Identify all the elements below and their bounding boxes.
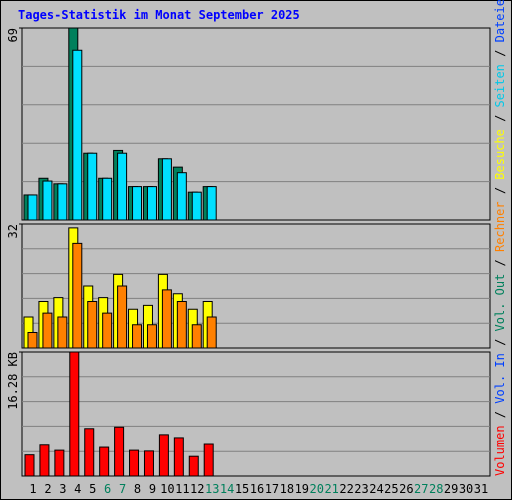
legend-entry: Seiten [493, 64, 507, 107]
legend-entry: Rechner [493, 201, 507, 252]
bar [39, 444, 50, 477]
x-tick-label: 8 [134, 482, 141, 496]
legend-separator: / [493, 252, 507, 274]
x-tick-label: 25 [384, 482, 398, 496]
x-tick-label: 21 [324, 482, 338, 496]
x-tick-label: 23 [354, 482, 368, 496]
x-tick-label: 19 [295, 482, 309, 496]
bar [69, 351, 80, 477]
x-tick-label: 4 [74, 482, 81, 496]
x-tick-label: 15 [235, 482, 249, 496]
legend-separator: / [493, 331, 507, 353]
bar [102, 312, 113, 349]
bar [158, 434, 169, 477]
bar [114, 426, 125, 477]
x-tick-label: 27 [414, 482, 428, 496]
x-tick-label: 30 [459, 482, 473, 496]
bar [27, 332, 38, 349]
bar [161, 158, 172, 221]
bar [191, 324, 202, 349]
legend-separator: / [493, 107, 507, 129]
bar [206, 316, 217, 349]
x-tick-label: 5 [89, 482, 96, 496]
x-tick-label: 1 [29, 482, 36, 496]
bar [129, 449, 140, 477]
bar [143, 450, 154, 477]
bar [117, 285, 128, 349]
bar [188, 455, 199, 477]
bar [24, 454, 35, 477]
y-tick-label: 69 [6, 28, 20, 42]
x-tick-label: 12 [190, 482, 204, 496]
bar [146, 324, 157, 349]
x-tick-label: 2 [44, 482, 51, 496]
bar [203, 443, 214, 477]
x-tick-label: 3 [59, 482, 66, 496]
x-tick-label: 6 [104, 482, 111, 496]
x-tick-label: 9 [149, 482, 156, 496]
x-tick-label: 13 [205, 482, 219, 496]
bar [87, 152, 98, 221]
legend-separator: / [493, 404, 507, 426]
bar [132, 186, 143, 221]
chart-title: Tages-Statistik im Monat September 2025 [18, 8, 300, 22]
x-tick-label: 28 [429, 482, 443, 496]
bar [102, 177, 113, 221]
bar [57, 316, 68, 349]
legend-entry: Volumen [493, 425, 507, 476]
x-tick-label: 24 [369, 482, 383, 496]
legend-entry: Vol. Out [493, 274, 507, 332]
bar [57, 183, 68, 221]
bar [176, 172, 187, 221]
bar [132, 324, 143, 349]
x-tick-label: 10 [160, 482, 174, 496]
legend-separator: / [493, 180, 507, 202]
bar [176, 301, 187, 349]
x-tick-label: 29 [444, 482, 458, 496]
bar [42, 180, 53, 221]
x-tick-label: 18 [280, 482, 294, 496]
legend-entry: Dateien [493, 0, 507, 42]
x-tick-label: 26 [399, 482, 413, 496]
bar [206, 186, 217, 221]
x-tick-label: 20 [310, 482, 324, 496]
bar [27, 194, 38, 221]
bar [146, 186, 157, 221]
bar [84, 428, 95, 477]
bar [54, 449, 65, 477]
x-tick-label: 14 [220, 482, 234, 496]
legend-entry: Besuche [493, 129, 507, 180]
legend-separator: / [493, 42, 507, 64]
y-tick-label: 32 [6, 224, 20, 238]
x-tick-label: 17 [265, 482, 279, 496]
legend: Volumen / Vol. In / Vol. Out / Rechner /… [493, 0, 507, 476]
x-tick-label: 16 [250, 482, 264, 496]
legend-entry: Vol. In [493, 353, 507, 404]
bar [161, 289, 172, 349]
x-tick-label: 11 [175, 482, 189, 496]
x-tick-label: 22 [339, 482, 353, 496]
bar [72, 49, 83, 221]
bar [117, 152, 128, 221]
bar [173, 437, 184, 477]
x-tick-label: 31 [474, 482, 488, 496]
x-tick-label: 7 [119, 482, 126, 496]
y-tick-label: 16.28 KB [6, 352, 20, 410]
bar [87, 301, 98, 349]
bar [42, 312, 53, 349]
bar [99, 446, 110, 477]
bar [191, 191, 202, 221]
bar [72, 242, 83, 349]
